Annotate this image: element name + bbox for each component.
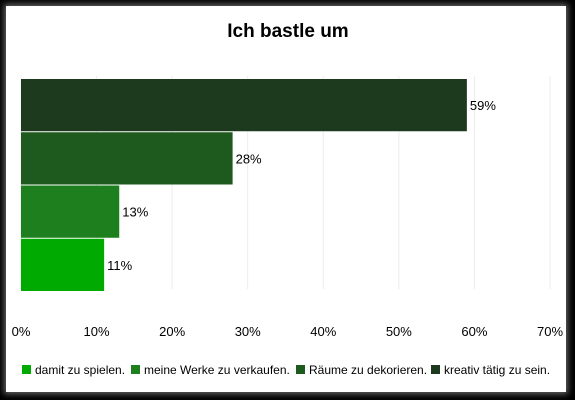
x-tick-label: 40% (310, 324, 336, 339)
data-label: 59% (470, 98, 496, 113)
x-tick-label: 70% (537, 324, 563, 339)
x-axis: 0% 10% 20% 30% 40% 50% 60% 70% (12, 324, 564, 339)
x-tick-label: 10% (84, 324, 110, 339)
x-tick-label: 50% (386, 324, 412, 339)
x-tick-label: 60% (461, 324, 487, 339)
chart-title: Ich bastle um (227, 21, 348, 42)
data-labels: 11% 13% 28% 59% (107, 98, 496, 273)
legend-label: Räume zu dekorieren. (309, 363, 427, 377)
legend: damit zu spielen. meine Werke zu verkaufe… (22, 363, 550, 377)
x-tick-label: 20% (159, 324, 185, 339)
legend-swatch (131, 365, 140, 374)
legend-label: damit zu spielen. (35, 363, 125, 377)
x-tick-label: 30% (235, 324, 261, 339)
legend-swatch (296, 365, 305, 374)
legend-swatch (431, 365, 440, 374)
data-label: 11% (107, 258, 132, 273)
bars (21, 79, 467, 291)
bar (21, 185, 120, 238)
data-label: 28% (236, 151, 262, 166)
x-tick-label: 0% (12, 324, 31, 339)
bar (21, 132, 233, 185)
data-label: 13% (122, 205, 148, 220)
legend-label: meine Werke zu verkaufen. (144, 363, 290, 377)
bar (21, 238, 105, 291)
bar (21, 79, 467, 132)
legend-swatch (22, 365, 31, 374)
legend-label: kreativ tätig zu sein. (444, 363, 550, 377)
